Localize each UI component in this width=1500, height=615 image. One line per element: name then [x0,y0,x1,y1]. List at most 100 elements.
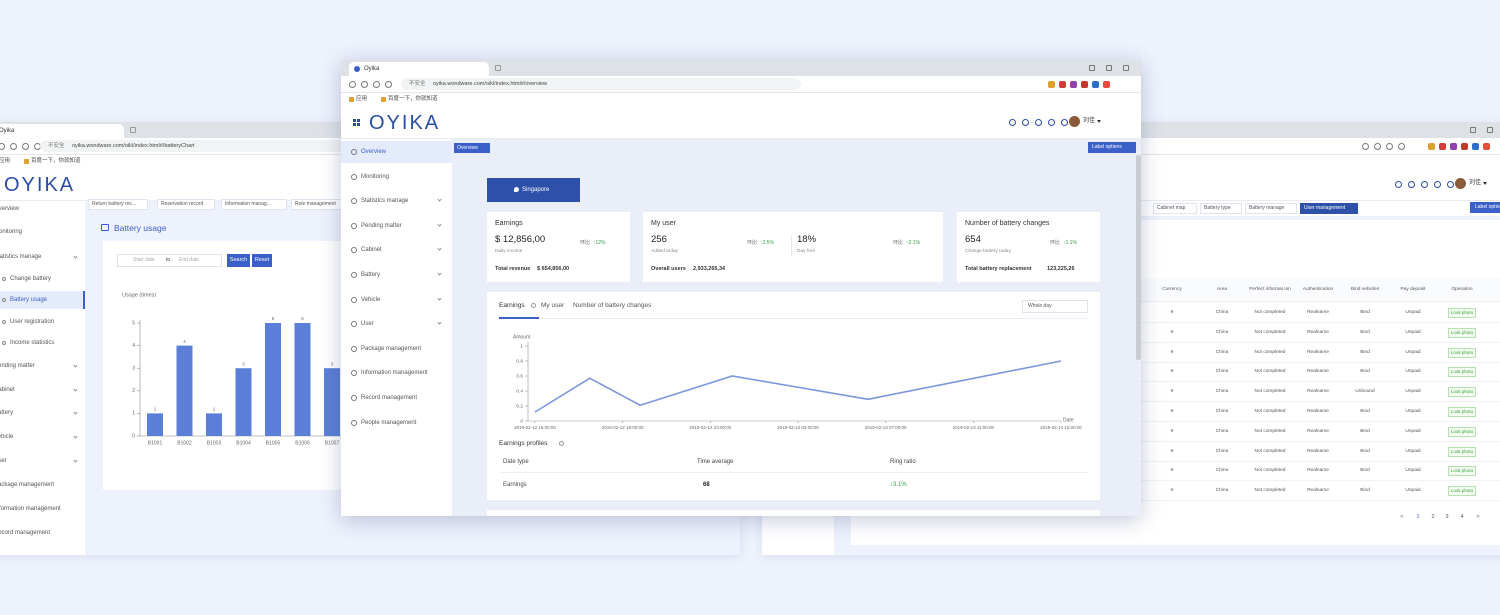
user-name[interactable]: 刘佳 [1469,180,1482,186]
menu-item[interactable]: People management [361,419,417,426]
region-button[interactable]: Singapore [487,178,580,202]
user-name[interactable]: 刘佳 [1083,118,1096,124]
header-icon[interactable] [1395,181,1402,188]
look-photo-button[interactable]: Look photo [1448,466,1476,477]
nav-button[interactable] [1386,143,1393,150]
look-photo-button[interactable]: Look photo [1448,347,1476,358]
header-icon[interactable] [1408,181,1415,188]
page-link[interactable]: > [1476,514,1480,520]
look-photo-button[interactable]: Look photo [1448,446,1476,457]
tag[interactable]: Battery type [1200,203,1242,214]
menu-item[interactable]: Overview [361,149,387,155]
menu-item[interactable]: Vehicle [361,296,381,303]
nav-button[interactable] [0,143,5,150]
menu-item[interactable]: Pending matter [361,222,402,229]
window-control[interactable] [1470,127,1476,133]
header-icon[interactable] [1022,119,1029,126]
header-icon[interactable] [1035,119,1042,126]
bookmark[interactable]: 百度一下，你就知道 [388,96,438,102]
page-link[interactable]: 1 [1416,514,1420,520]
menu-item[interactable]: User [361,321,374,328]
header-icon[interactable] [1421,181,1428,188]
menu-item[interactable]: User [0,458,7,464]
window-control[interactable] [1106,65,1112,71]
reset-button[interactable]: Reset [252,254,272,267]
look-photo-button[interactable]: Look photo [1448,387,1476,398]
nav-button[interactable] [361,81,368,88]
label-options[interactable]: Label options [1470,202,1500,213]
new-tab[interactable] [495,65,501,71]
nav-button[interactable] [22,143,29,150]
menu-item[interactable]: Statistics manage [0,254,42,260]
header-icon[interactable] [1048,119,1055,126]
menu-item[interactable]: Overview [0,206,20,212]
address-field[interactable]: 不安全 oyika.wondware.com/oikl/index.html#/b… [40,140,440,152]
menu-item[interactable]: Record management [0,530,51,536]
nav-button[interactable] [385,81,392,88]
page-link[interactable]: 3 [1445,514,1449,520]
nav-button[interactable] [10,143,17,150]
bookmark[interactable]: 应用 [356,96,368,102]
menu-item[interactable]: Record management [361,395,418,401]
menu-item[interactable]: Income statistics [10,340,55,346]
bookmark[interactable]: 应用 [0,158,11,164]
tag[interactable]: Cabinet map [1153,203,1197,214]
look-photo-button[interactable]: Look photo [1448,486,1476,497]
window-control[interactable] [1089,65,1095,71]
menu-item[interactable]: Package management [0,482,55,488]
menu-item[interactable]: Cabinet [361,247,382,254]
tag[interactable]: Overview [454,143,490,153]
chart-tab[interactable]: My user [541,302,565,309]
tag[interactable]: User management [1300,203,1358,214]
tag[interactable]: Information manag... [221,199,287,210]
window-control[interactable] [1123,65,1129,71]
look-photo-button[interactable]: Look photo [1448,308,1476,318]
page-link[interactable]: < [1400,514,1404,520]
nav-button[interactable] [1362,143,1369,150]
new-tab[interactable] [130,127,136,133]
header-icon[interactable] [1434,181,1441,188]
menu-item[interactable]: Vehicle [0,434,14,440]
chart-tab[interactable]: Earnings [499,302,525,309]
header-icon[interactable] [1009,119,1016,126]
tag[interactable]: Battery manage [1245,203,1297,214]
chart-tab[interactable]: Number of battery changes [573,302,652,309]
menu-item[interactable]: Package management [361,345,422,352]
nav-button[interactable] [1374,143,1381,150]
header-icon[interactable] [1061,119,1068,126]
menu-item[interactable]: Monitoring [361,173,390,180]
menu-item[interactable]: Information management [361,370,428,377]
menu-item[interactable]: Battery [0,410,14,416]
look-photo-button[interactable]: Look photo [1448,407,1476,417]
look-photo-button[interactable]: Look photo [1448,426,1476,437]
nav-button[interactable] [349,81,356,88]
page-link[interactable]: 4 [1460,514,1464,520]
menu-item[interactable]: Monitoring [0,229,23,235]
time-select[interactable]: Whole day [1022,300,1088,313]
tag[interactable]: Return battery rec... [88,199,148,210]
tag[interactable]: Reservation record [157,199,215,210]
menu-item[interactable]: Pending matter [0,363,35,369]
browser-tab[interactable]: Oyika [0,124,124,138]
menu-item[interactable]: Statistics manage [361,198,409,205]
label-options[interactable]: Label options [1088,142,1136,153]
search-button[interactable]: Search [227,254,250,267]
bookmark[interactable]: 百度一下，你就知道 [31,158,81,164]
nav-button[interactable] [373,81,380,88]
menu-item[interactable]: Battery usage [10,297,48,303]
look-photo-button[interactable]: Look photo [1448,367,1476,378]
window-control[interactable] [1487,127,1493,133]
date-range[interactable]: Start date to End date [117,254,222,267]
address-field[interactable]: 不安全 oyika.wondware.com/oikl/index.html#/o… [401,78,801,90]
tag[interactable]: Role management [291,199,343,210]
page-link[interactable]: 2 [1431,514,1435,520]
menu-item[interactable]: Battery [361,272,381,278]
browser-tab[interactable]: Oyika [349,62,489,76]
avatar[interactable] [1455,178,1466,189]
menu-item[interactable]: Cabinet [0,387,15,393]
avatar[interactable] [1069,116,1080,127]
nav-button[interactable] [1398,143,1405,150]
menu-item[interactable]: User registration [10,319,55,325]
look-photo-button[interactable]: Look photo [1448,327,1476,338]
menu-item[interactable]: Information management [0,506,61,512]
